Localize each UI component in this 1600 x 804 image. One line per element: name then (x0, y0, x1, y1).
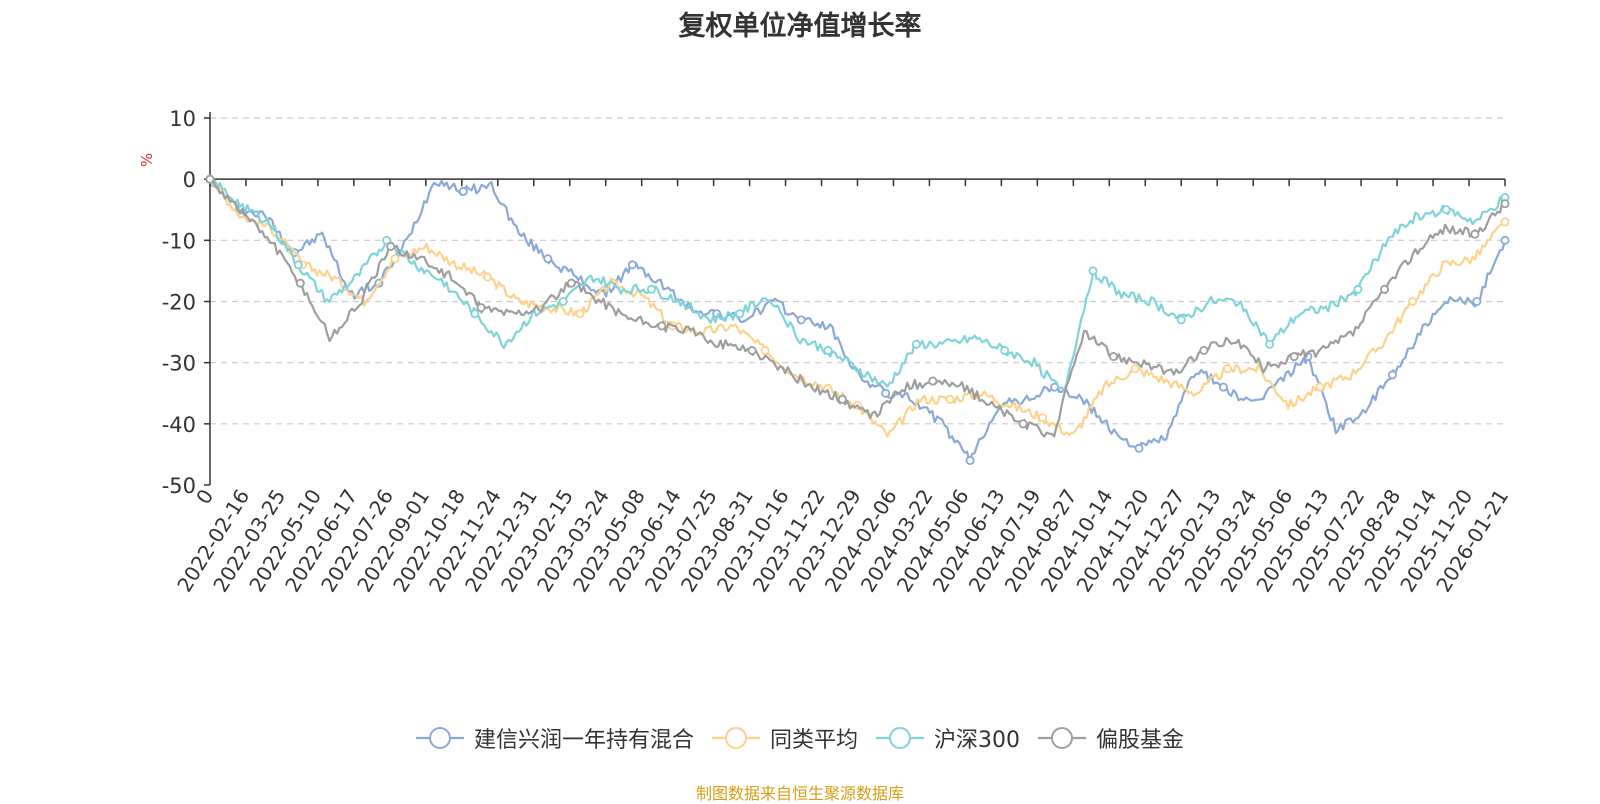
grid-lines (210, 117, 1505, 425)
y-axis-unit: % (138, 153, 156, 167)
chart-title: 复权单位净值增长率 (678, 11, 922, 42)
series-point (1441, 205, 1451, 215)
series-point (747, 345, 757, 355)
series-point (945, 394, 955, 404)
series-point (1265, 339, 1275, 349)
series-point (881, 388, 891, 398)
axes: 100-10-20-30-40-5002022-02-162022-03-252… (162, 107, 1514, 596)
series-point (1223, 364, 1233, 374)
legend-item[interactable]: 偏股基金 (1038, 722, 1184, 754)
series-point (1218, 382, 1228, 392)
series-point (823, 345, 833, 355)
series-point (1472, 296, 1482, 306)
legend-swatch-icon (415, 727, 464, 749)
legend-label: 同类平均 (769, 728, 858, 753)
legend-label: 偏股基金 (1096, 728, 1185, 753)
legend-swatch-icon (1038, 727, 1086, 749)
legend-swatch-icon (711, 727, 760, 749)
series-point (295, 278, 305, 288)
series-point (558, 296, 568, 306)
series-point (476, 303, 486, 313)
series-point (543, 254, 553, 264)
series-point (760, 345, 770, 355)
legend-label: 建信兴润一年持有混合 (473, 728, 694, 753)
y-tick-label: -50 (162, 474, 196, 498)
series-lines (205, 174, 1510, 466)
legend-item[interactable]: 沪深300 (876, 722, 1020, 754)
y-tick-label: -10 (162, 229, 196, 253)
series-point (911, 339, 921, 349)
series-point (482, 272, 492, 282)
series-point (1130, 364, 1140, 374)
legend-item[interactable]: 同类平均 (711, 722, 858, 754)
series-point (1176, 315, 1186, 325)
series-point (1380, 284, 1390, 294)
source-note: 制图数据来自恒生聚源数据库 (695, 784, 904, 803)
series-point (928, 376, 938, 386)
series-point (1500, 235, 1510, 245)
chart-plot: 100-10-20-30-40-5002022-02-162022-03-252… (138, 107, 1514, 596)
series-point (837, 394, 847, 404)
series-point (1387, 370, 1397, 380)
series-point (1315, 382, 1325, 392)
series-point (1500, 199, 1510, 209)
series-point (382, 235, 392, 245)
series-point (735, 309, 745, 319)
y-tick-label: -30 (162, 352, 196, 376)
legend-swatch-icon (876, 727, 924, 749)
y-tick-label: 0 (183, 168, 196, 192)
series-point (965, 456, 975, 466)
series-point (1289, 352, 1299, 362)
series-point (293, 260, 303, 270)
series-point (1500, 217, 1510, 227)
series-point (575, 309, 585, 319)
x-tick-label: 0 (191, 485, 218, 509)
series-line (208, 178, 1507, 464)
series-point (1353, 284, 1363, 294)
series-point (1108, 352, 1118, 362)
series-point (796, 315, 806, 325)
series-point (1018, 419, 1028, 429)
series-point (458, 186, 468, 196)
y-tick-label: 10 (169, 107, 196, 131)
y-tick-label: -20 (162, 291, 196, 315)
series-point (390, 254, 400, 264)
series-point (386, 241, 396, 251)
y-tick-label: -40 (162, 413, 196, 437)
series-point (657, 321, 667, 331)
series-point (1199, 345, 1209, 355)
series-point (470, 309, 480, 319)
series-point (205, 174, 215, 184)
series-point (1088, 266, 1098, 276)
series-point (1408, 296, 1418, 306)
series-line (209, 178, 1506, 438)
series-point (646, 284, 656, 294)
series-point (1470, 229, 1480, 239)
series-point (1038, 413, 1048, 423)
legend-item[interactable]: 建信兴润一年持有混合 (415, 722, 694, 754)
legend: 建信兴润一年持有混合 同类平均 沪深300 偏股基金 (0, 722, 1600, 754)
series-point (566, 278, 576, 288)
legend-label: 沪深300 (934, 728, 1020, 753)
series-point (1000, 345, 1010, 355)
series-point (627, 260, 637, 270)
series-line (209, 178, 1506, 392)
series-point (1134, 443, 1144, 453)
